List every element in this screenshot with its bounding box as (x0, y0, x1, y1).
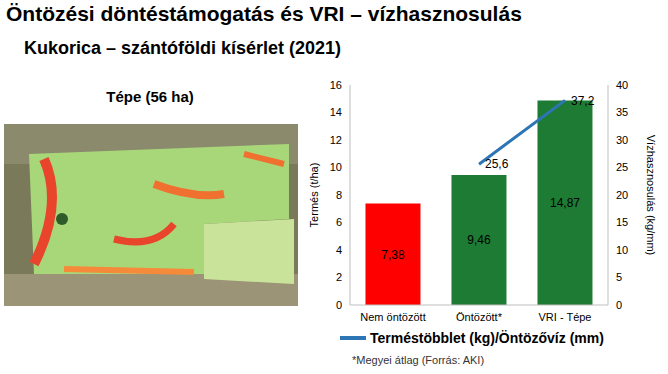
svg-text:Vízhasznosulás (kg/mm): Vízhasznosulás (kg/mm) (645, 135, 657, 255)
svg-text:Nem öntözött: Nem öntözött (360, 311, 425, 323)
html-text:Öntözési döntéstámogatás és VR: Öntözési döntéstámogatás és VRI – vízhas… (6, 2, 522, 25)
svg-text:15: 15 (616, 216, 628, 228)
svg-text:12: 12 (330, 134, 342, 146)
svg-text:0: 0 (336, 299, 342, 311)
svg-text:Öntözött*: Öntözött* (456, 311, 503, 323)
html-text:*Megyei átlag (Forrás: AKI): *Megyei átlag (Forrás: AKI) (352, 354, 485, 366)
svg-text:4: 4 (336, 244, 342, 256)
svg-text:6: 6 (336, 216, 342, 228)
svg-text:20: 20 (616, 189, 628, 201)
svg-text:VRI - Tépe: VRI - Tépe (539, 311, 592, 323)
svg-text:5: 5 (616, 271, 622, 283)
svg-text:8: 8 (336, 189, 342, 201)
html-text:Kukorica – szántóföldi kísérle: Kukorica – szántóföldi kísérlet (2021) (24, 38, 342, 58)
svg-text:Termés (t/ha): Termés (t/ha) (308, 163, 320, 228)
svg-text:37,2: 37,2 (571, 94, 595, 108)
svg-text:9,46: 9,46 (467, 233, 491, 247)
svg-text:35: 35 (616, 106, 628, 118)
svg-text:0: 0 (616, 299, 622, 311)
svg-text:25: 25 (616, 161, 628, 173)
svg-text:14: 14 (330, 106, 342, 118)
html-text:Tépe (56 ha): Tépe (56 ha) (106, 88, 194, 105)
svg-text:7,38: 7,38 (381, 248, 405, 262)
svg-text:2: 2 (336, 271, 342, 283)
svg-text:30: 30 (616, 134, 628, 146)
svg-text:25,6: 25,6 (485, 157, 509, 171)
svg-text:10: 10 (616, 244, 628, 256)
svg-text:10: 10 (330, 161, 342, 173)
svg-text:16: 16 (330, 79, 342, 91)
svg-text:40: 40 (616, 79, 628, 91)
html-text:Terméstöbblet (kg)/Öntözővíz (: Terméstöbblet (kg)/Öntözővíz (mm) (370, 330, 604, 346)
svg-text:14,87: 14,87 (550, 196, 580, 210)
